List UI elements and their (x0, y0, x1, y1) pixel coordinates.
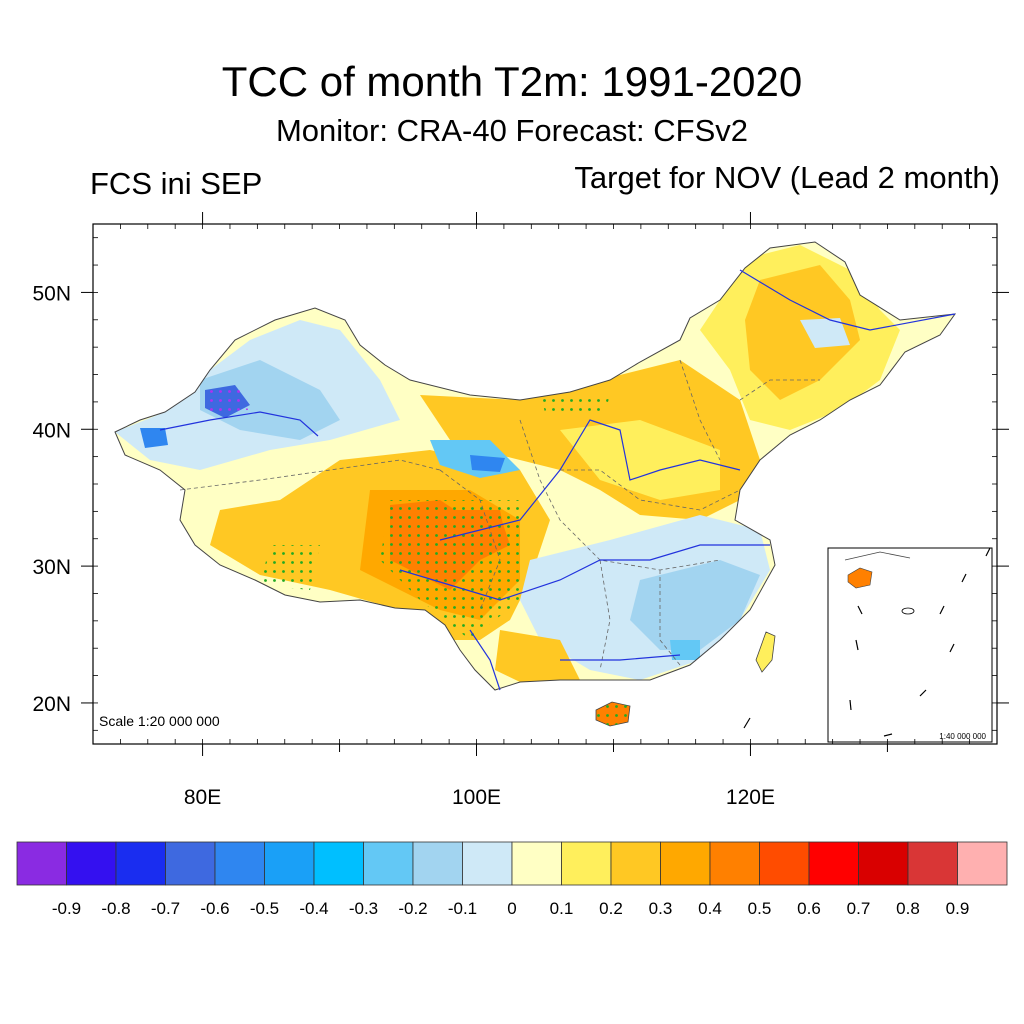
inset-scale-label: 1:40 000 000 (939, 732, 986, 741)
province-borders (179, 359, 820, 671)
colorbar-swatch (264, 841, 315, 886)
colorbar-swatch (957, 841, 1008, 886)
colorbar-label: 0.4 (698, 899, 722, 918)
colorbar-swatch (165, 841, 216, 886)
lon-tick-label: 100E (452, 786, 501, 809)
colorbar-label: 0.6 (797, 899, 821, 918)
colorbar-swatch (709, 841, 760, 886)
page-title: TCC of month T2m: 1991-2020 (221, 58, 803, 105)
colorbar-label: 0.9 (946, 899, 970, 918)
colorbar-label: -0.6 (200, 899, 229, 918)
colorbar-swatch (115, 841, 166, 886)
colorbar-swatch (16, 841, 67, 886)
colorbar-label: 0.2 (599, 899, 623, 918)
colorbar-swatch (808, 841, 859, 886)
lat-tick-label: 30N (32, 556, 71, 579)
colorbar-swatch (363, 841, 414, 886)
colorbar-label: -0.7 (151, 899, 180, 918)
subtitle: Monitor: CRA-40 Forecast: CFSv2 (275, 113, 749, 148)
colorbar-swatch (610, 841, 661, 886)
colorbar-label: -0.5 (250, 899, 279, 918)
colorbar-label: 0.5 (748, 899, 772, 918)
colorbar-swatch (462, 841, 513, 886)
colorbar-label: 0.3 (649, 899, 673, 918)
colorbar-swatch (660, 841, 711, 886)
lon-tick-label: 80E (184, 786, 221, 809)
colorbar-swatch (412, 841, 463, 886)
colorbar-swatch (759, 841, 810, 886)
colorbar-swatch (907, 841, 958, 886)
nine-dash-line (743, 717, 751, 729)
south-china-sea-inset: 1:40 000 000 (827, 547, 993, 743)
colorbar-label: 0.7 (847, 899, 871, 918)
colorbar-label: 0.1 (550, 899, 574, 918)
lat-tick-label: 20N (32, 693, 71, 716)
colorbar-label: 0.8 (896, 899, 920, 918)
colorbar-label: -0.2 (398, 899, 427, 918)
lat-tick-label: 40N (32, 419, 71, 442)
colorbar-swatch (858, 841, 909, 886)
taiwan-island (755, 631, 776, 673)
lon-tick-label: 120E (726, 786, 775, 809)
colorbar-swatch (66, 841, 117, 886)
init-month-label: FCS ini SEP (90, 166, 263, 201)
lat-tick-label: 50N (32, 282, 71, 305)
colorbar-swatch (313, 841, 364, 886)
colorbar-label: -0.8 (101, 899, 130, 918)
map-axes: 50N 40N 30N 20N 80E 100E 120E (32, 212, 1009, 809)
colorbar: -0.9 -0.8 -0.7 -0.6 -0.5 -0.4 -0.3 -0.2 -0.1 0 0.1… (16, 841, 1008, 918)
colorbar-swatch (511, 841, 562, 886)
colorbar-label: -0.3 (349, 899, 378, 918)
target-month-label: Target for NOV (Lead 2 month) (574, 160, 1000, 195)
colorbar-label: -0.1 (448, 899, 477, 918)
colorbar-label: -0.9 (52, 899, 81, 918)
colorbar-swatch (214, 841, 265, 886)
colorbar-label: 0 (507, 899, 516, 918)
colorbar-swatch (561, 841, 612, 886)
rivers (159, 269, 956, 691)
scale-label: Scale 1:20 000 000 (99, 713, 220, 729)
colorbar-label: -0.4 (299, 899, 328, 918)
tcc-field (115, 242, 955, 690)
